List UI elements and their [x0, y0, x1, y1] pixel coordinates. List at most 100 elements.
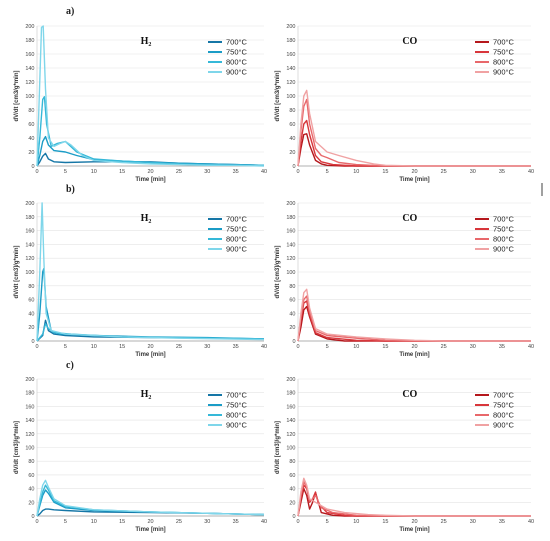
y-axis-label: dV/dt [cm3]/g*min]	[14, 245, 20, 298]
x-tick-label: 20	[411, 344, 417, 350]
y-tick-label: 20	[28, 500, 34, 506]
y-tick-label: 20	[289, 325, 295, 331]
y-tick-label: 120	[286, 80, 295, 86]
x-tick-label: 25	[441, 519, 447, 525]
x-tick-label: 30	[470, 169, 476, 175]
y-tick-label: 100	[286, 446, 295, 452]
x-tick-label: 0	[296, 344, 299, 350]
y-axis-label: dV/dt [cm3]/g*min]	[275, 245, 281, 298]
y-tick-label: 40	[289, 136, 295, 142]
x-tick-label: 5	[326, 344, 329, 350]
y-tick-label: 140	[25, 242, 34, 248]
legend-label: 700°C	[226, 38, 248, 47]
y-tick-label: 100	[25, 270, 34, 276]
y-tick-label: 160	[25, 229, 34, 235]
y-tick-label: 20	[289, 500, 295, 506]
chart-3: 0 20 40 60 80 100 120 140 160 180 200 0 5 10 15 20 25 30 3…	[14, 201, 267, 358]
y-tick-label: 0	[292, 164, 295, 170]
x-tick-label: 15	[382, 344, 388, 350]
legend-label: 750°C	[226, 401, 248, 410]
legend-label: 900°C	[493, 421, 515, 430]
y-tick-label: 40	[28, 311, 34, 317]
y-tick-label: 0	[31, 339, 34, 345]
y-tick-label: 0	[292, 339, 295, 345]
y-tick-label: 100	[25, 94, 34, 100]
x-tick-label: 35	[499, 344, 505, 350]
legend-label: 900°C	[493, 245, 515, 254]
x-axis-label: Time [min]	[135, 177, 165, 183]
y-tick-label: 80	[28, 108, 34, 114]
legend-label: 700°C	[493, 391, 515, 400]
legend-label: 700°C	[493, 215, 515, 224]
row-label-c: c)	[66, 360, 74, 371]
x-tick-label: 35	[233, 519, 239, 525]
legend-label: 900°C	[226, 421, 248, 430]
x-tick-label: 40	[528, 344, 534, 350]
x-tick-label: 25	[176, 344, 182, 350]
series-line-3	[297, 98, 531, 167]
y-axis-label: dV/dt [cm3]/g*min]	[275, 421, 281, 474]
x-tick-label: 15	[382, 169, 388, 175]
legend-label: 900°C	[226, 68, 248, 77]
y-tick-label: 20	[289, 150, 295, 156]
y-tick-label: 20	[28, 325, 34, 331]
y-tick-label: 60	[28, 298, 34, 304]
legend-label: 800°C	[226, 411, 248, 420]
x-tick-label: 40	[261, 344, 267, 350]
x-tick-label: 15	[382, 519, 388, 525]
x-axis-label: Time [min]	[135, 352, 165, 358]
y-tick-label: 180	[286, 215, 295, 221]
legend-label: 750°C	[226, 48, 248, 57]
x-tick-label: 40	[528, 169, 534, 175]
legend-label: 800°C	[493, 411, 515, 420]
y-tick-label: 40	[28, 487, 34, 493]
y-tick-label: 180	[25, 38, 34, 44]
chart-title: CO	[402, 36, 417, 47]
x-tick-label: 15	[119, 344, 125, 350]
y-tick-label: 60	[289, 473, 295, 479]
y-tick-label: 100	[286, 94, 295, 100]
x-tick-label: 35	[499, 519, 505, 525]
x-tick-label: 10	[91, 169, 97, 175]
chart-2: 0 20 40 60 80 100 120 140 160 180 200 0 5 10 15 20 25 30 3…	[275, 24, 534, 183]
y-tick-label: 80	[28, 459, 34, 465]
legend-label: 900°C	[226, 245, 248, 254]
y-tick-label: 200	[25, 201, 34, 207]
series-line-3	[297, 481, 531, 517]
x-tick-label: 15	[119, 169, 125, 175]
y-tick-label: 140	[286, 242, 295, 248]
chart-title: H₂	[141, 389, 152, 400]
x-tick-label: 5	[64, 519, 67, 525]
y-axis-label: dV/dt [cm3]/g*min]	[14, 421, 20, 474]
y-tick-label: 40	[28, 136, 34, 142]
x-tick-label: 5	[64, 169, 67, 175]
chart-1: 0 20 40 60 80 100 120 140 160 180 200 0 5 10 15 20 25 30 3…	[14, 24, 267, 183]
y-tick-label: 120	[286, 256, 295, 262]
y-tick-label: 160	[25, 404, 34, 410]
chart-title: CO	[402, 213, 417, 224]
chart-4: 0 20 40 60 80 100 120 140 160 180 200 0 5 10 15 20 25 30 3…	[275, 201, 534, 358]
y-tick-label: 140	[286, 418, 295, 424]
x-tick-label: 30	[204, 169, 210, 175]
y-tick-label: 200	[286, 377, 295, 383]
y-tick-label: 80	[28, 284, 34, 290]
y-axis-label: dV/dt [cm3/g*min]	[275, 70, 281, 121]
x-tick-label: 25	[441, 169, 447, 175]
legend-label: 800°C	[493, 58, 515, 67]
y-tick-label: 0	[31, 514, 34, 520]
x-tick-label: 5	[326, 169, 329, 175]
legend-label: 700°C	[226, 391, 248, 400]
y-tick-label: 80	[289, 284, 295, 290]
legend-label: 900°C	[493, 68, 515, 77]
y-tick-label: 160	[25, 52, 34, 58]
x-tick-label: 25	[176, 519, 182, 525]
x-tick-label: 35	[499, 169, 505, 175]
series-line-4	[36, 202, 265, 342]
x-tick-label: 35	[233, 344, 239, 350]
x-axis-label: Time [min]	[399, 177, 429, 183]
chart-5: 0 20 40 60 80 100 120 140 160 180 200 0 5 10 15 20 25 30 3…	[14, 377, 267, 533]
series-line-2	[36, 267, 265, 342]
legend-label: 750°C	[493, 48, 515, 57]
x-tick-label: 5	[64, 344, 67, 350]
